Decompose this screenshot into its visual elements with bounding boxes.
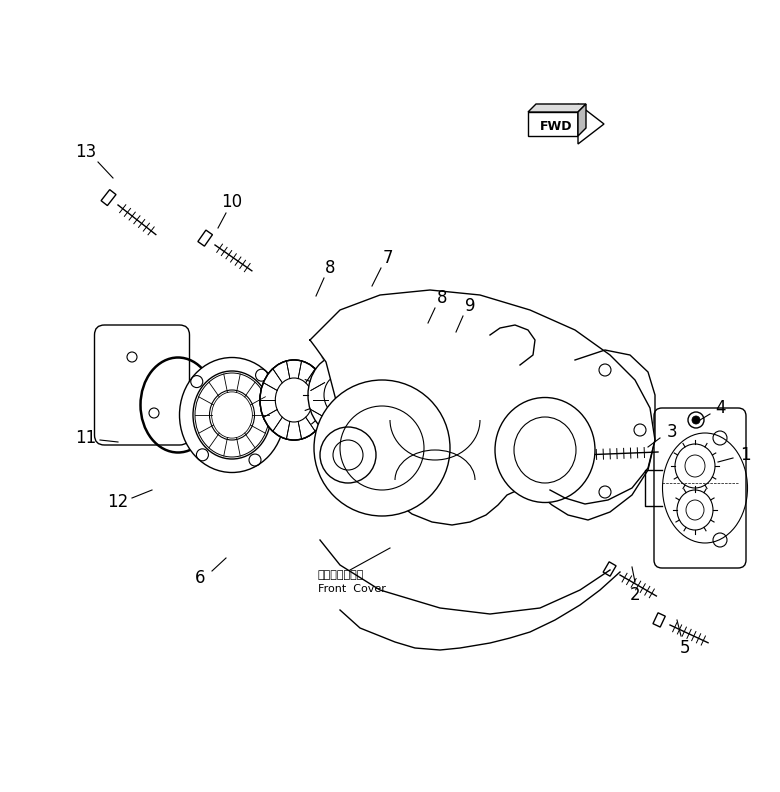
Text: 1: 1 <box>739 446 750 464</box>
Ellipse shape <box>260 360 328 440</box>
Ellipse shape <box>360 353 416 423</box>
Text: 5: 5 <box>679 639 690 657</box>
Circle shape <box>688 412 704 428</box>
Polygon shape <box>578 104 604 144</box>
Text: 8: 8 <box>324 259 335 277</box>
Text: 3: 3 <box>667 423 677 441</box>
Ellipse shape <box>675 444 715 488</box>
Polygon shape <box>101 189 116 206</box>
Polygon shape <box>528 112 578 136</box>
Text: 7: 7 <box>383 249 393 267</box>
Circle shape <box>320 427 376 483</box>
FancyBboxPatch shape <box>409 318 517 452</box>
Text: 10: 10 <box>222 193 243 211</box>
Polygon shape <box>198 230 212 246</box>
Ellipse shape <box>495 398 595 502</box>
Text: フロントカバー: フロントカバー <box>318 570 364 580</box>
Ellipse shape <box>308 355 372 435</box>
Text: 2: 2 <box>629 586 640 604</box>
Ellipse shape <box>179 357 285 473</box>
Polygon shape <box>653 613 665 627</box>
Circle shape <box>692 416 700 424</box>
Text: 11: 11 <box>76 429 97 447</box>
Text: 9: 9 <box>465 297 475 315</box>
Polygon shape <box>578 104 586 136</box>
Circle shape <box>314 380 450 516</box>
Polygon shape <box>603 562 616 577</box>
FancyBboxPatch shape <box>94 325 190 445</box>
Polygon shape <box>528 104 586 112</box>
FancyBboxPatch shape <box>654 408 746 568</box>
Polygon shape <box>310 290 655 525</box>
Text: FWD: FWD <box>540 120 573 134</box>
Text: 6: 6 <box>195 569 205 587</box>
Text: 13: 13 <box>76 143 97 161</box>
Text: Front  Cover: Front Cover <box>318 584 386 594</box>
Text: 8: 8 <box>437 289 447 307</box>
Ellipse shape <box>677 490 713 530</box>
Text: 4: 4 <box>714 399 725 417</box>
Text: 12: 12 <box>108 493 129 511</box>
Ellipse shape <box>393 350 443 414</box>
